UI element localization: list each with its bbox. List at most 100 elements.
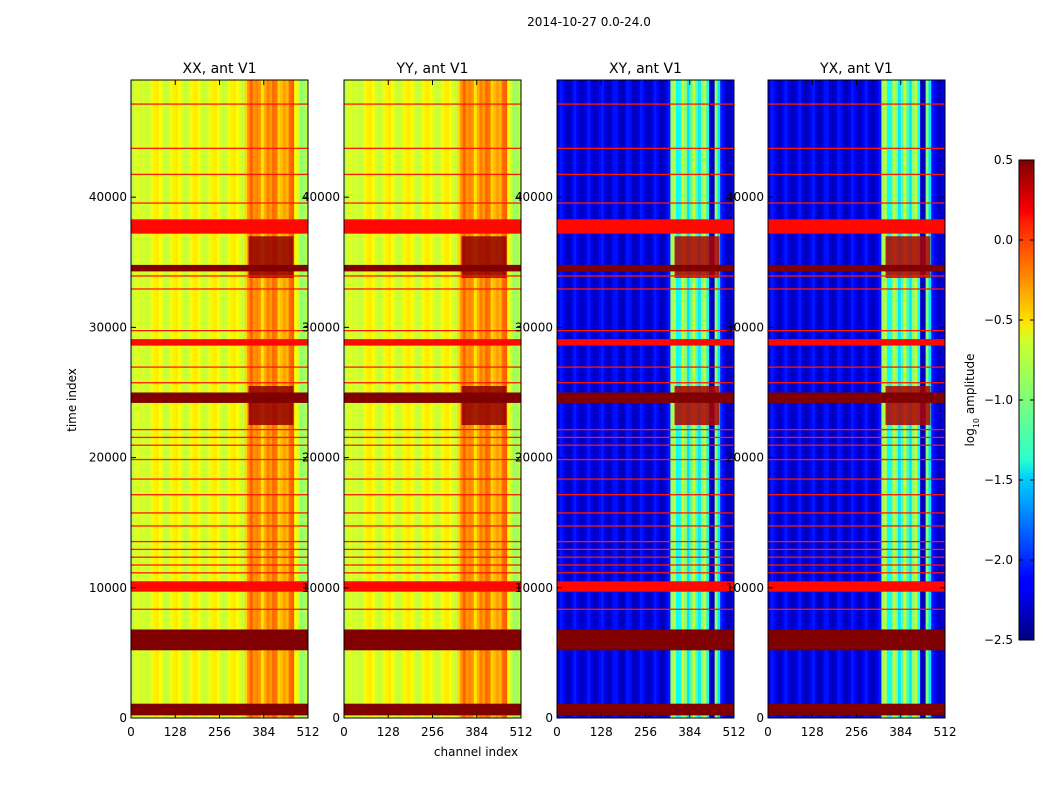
rfi-line xyxy=(768,608,945,610)
rfi-line xyxy=(344,478,521,480)
rfi-time-band xyxy=(131,581,308,592)
y-tick-label: 30000 xyxy=(302,320,340,334)
rfi-line xyxy=(344,525,521,527)
rfi-line xyxy=(344,564,521,566)
rfi-line xyxy=(768,288,945,290)
rfi-time-band xyxy=(557,703,734,716)
rfi-time-band xyxy=(131,219,308,234)
panel-3: XY, ant V1 0 128 256 384 512 0 10000 20000 30000 4… xyxy=(515,61,746,739)
rfi-line xyxy=(768,103,945,105)
rfi-block xyxy=(674,385,720,426)
rfi-line xyxy=(131,444,308,446)
rfi-time-band xyxy=(344,339,521,346)
y-tick-label: 40000 xyxy=(89,190,127,204)
rfi-line xyxy=(131,525,308,527)
colorbar-label: log10 amplitude xyxy=(963,354,981,447)
rfi-time-band xyxy=(768,264,945,272)
x-tick-label: 0 xyxy=(553,725,561,739)
panel-3-title: XY, ant V1 xyxy=(609,61,682,77)
rfi-line xyxy=(344,147,521,150)
rfi-block xyxy=(248,385,294,426)
rfi-line xyxy=(557,494,734,496)
rfi-line xyxy=(557,382,734,384)
rfi-line xyxy=(557,572,734,574)
x-tick-label: 384 xyxy=(465,725,488,739)
rfi-time-band xyxy=(768,629,945,651)
rfi-time-band xyxy=(557,392,734,403)
rfi-line xyxy=(768,540,945,543)
rfi-line xyxy=(557,288,734,290)
rfi-line xyxy=(131,275,308,277)
rfi-line xyxy=(768,458,945,461)
rfi-line xyxy=(131,512,308,514)
rfi-line xyxy=(768,572,945,574)
rfi-line xyxy=(557,103,734,105)
rfi-time-band xyxy=(131,392,308,403)
panel-1-title: XX, ant V1 xyxy=(183,61,257,77)
rfi-line xyxy=(557,564,734,566)
rfi-line xyxy=(131,540,308,543)
rfi-line xyxy=(768,382,945,384)
rfi-time-band xyxy=(344,581,521,592)
rfi-line xyxy=(557,428,734,431)
x-tick-label: 128 xyxy=(801,725,824,739)
panel-4-title: YX, ant V1 xyxy=(819,61,893,77)
x-tick-label: 0 xyxy=(340,725,348,739)
figure-suptitle: 2014-10-27 0.0-24.0 xyxy=(527,15,651,29)
rfi-line xyxy=(344,275,521,277)
colorbar-ticks: 0.5 0.0 −0.5 −1.0 −1.5 −2.0 −2.5 xyxy=(984,153,1034,647)
rfi-line xyxy=(344,288,521,290)
rfi-time-band xyxy=(768,392,945,403)
colorbar-tick-label: −0.5 xyxy=(984,313,1013,327)
rfi-line xyxy=(344,572,521,574)
x-tick-label: 128 xyxy=(590,725,613,739)
rfi-line xyxy=(557,458,734,461)
y-tick-label: 20000 xyxy=(89,451,127,465)
panel-2: YY, ant V1 0 128 256 384 512 0 10000 20000 30000 4… xyxy=(302,61,533,739)
rfi-line xyxy=(344,428,521,431)
rfi-line xyxy=(131,572,308,574)
rfi-time-band xyxy=(557,581,734,592)
rfi-line xyxy=(768,147,945,150)
rfi-line xyxy=(344,366,521,368)
panel-1-image xyxy=(131,80,308,718)
y-tick-label: 10000 xyxy=(726,581,764,595)
panel-1: XX, ant V1 0 128 256 384 512 0 10000 20000 30000 4… xyxy=(89,61,320,739)
rfi-line xyxy=(557,540,734,543)
rfi-time-band xyxy=(344,219,521,234)
rfi-time-band xyxy=(768,581,945,592)
panel-2-title: YY, ant V1 xyxy=(396,61,469,77)
y-tick-label: 10000 xyxy=(302,581,340,595)
rfi-line xyxy=(768,494,945,496)
rfi-line xyxy=(557,202,734,204)
rfi-line xyxy=(768,525,945,527)
rfi-line xyxy=(557,147,734,150)
y-axis-label: time index xyxy=(65,368,79,432)
y-tick-label: 30000 xyxy=(515,320,553,334)
rfi-line xyxy=(557,444,734,446)
panel-2-image xyxy=(344,80,521,718)
rfi-time-band xyxy=(557,339,734,346)
rfi-line xyxy=(557,275,734,277)
rfi-line xyxy=(131,147,308,150)
rfi-line xyxy=(768,202,945,204)
rfi-time-band xyxy=(557,264,734,272)
rfi-time-band xyxy=(557,219,734,234)
rfi-line xyxy=(131,548,308,551)
rfi-block xyxy=(461,385,507,426)
rfi-time-band xyxy=(344,264,521,272)
rfi-line xyxy=(131,288,308,290)
rfi-line xyxy=(768,366,945,368)
colorbar-tick-label: −2.0 xyxy=(984,553,1013,567)
colorbar: 0.5 0.0 −0.5 −1.0 −1.5 −2.0 −2.5 log10 amplitu… xyxy=(963,153,1035,647)
rfi-line xyxy=(131,366,308,368)
rfi-line xyxy=(131,458,308,461)
x-tick-label: 128 xyxy=(164,725,187,739)
x-tick-label: 384 xyxy=(889,725,912,739)
rfi-line xyxy=(131,608,308,610)
rfi-line xyxy=(344,458,521,461)
y-tick-label: 30000 xyxy=(89,320,127,334)
rfi-line xyxy=(557,329,734,332)
rfi-line xyxy=(344,202,521,204)
